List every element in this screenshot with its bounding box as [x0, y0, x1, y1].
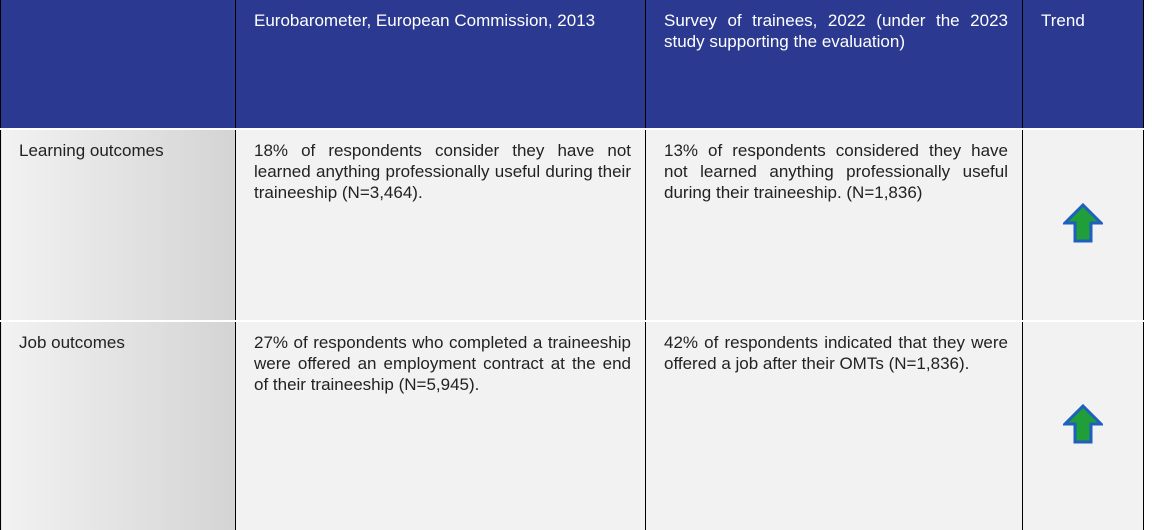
cell: 42% of respondents indicated that they w…: [645, 320, 1023, 530]
header-row: Eurobarometer, European Commission, 2013…: [0, 0, 1144, 129]
row-label: Learning outcomes: [0, 128, 236, 321]
up-arrow: [1061, 202, 1105, 242]
cell: 27% of respondents who completed a train…: [235, 320, 646, 530]
row: Learning outcomes 18% of respondents con…: [0, 128, 1144, 321]
cell: 18% of respondents consider they have no…: [235, 128, 646, 321]
up-arrow: [1061, 403, 1105, 444]
header-cell: Survey of trainees, 2022 (under the 2023…: [645, 0, 1023, 129]
row: Job outcomes 27% of respondents who comp…: [0, 320, 1144, 530]
header-cell: [0, 0, 236, 129]
row-label: Job outcomes: [0, 320, 236, 530]
trend-cell: [1022, 320, 1144, 530]
trend-cell: [1022, 128, 1144, 321]
header-cell: Eurobarometer, European Commission, 2013: [235, 0, 646, 129]
cell: 13% of respondents considered they have …: [645, 128, 1023, 321]
header-cell: Trend: [1022, 0, 1144, 129]
